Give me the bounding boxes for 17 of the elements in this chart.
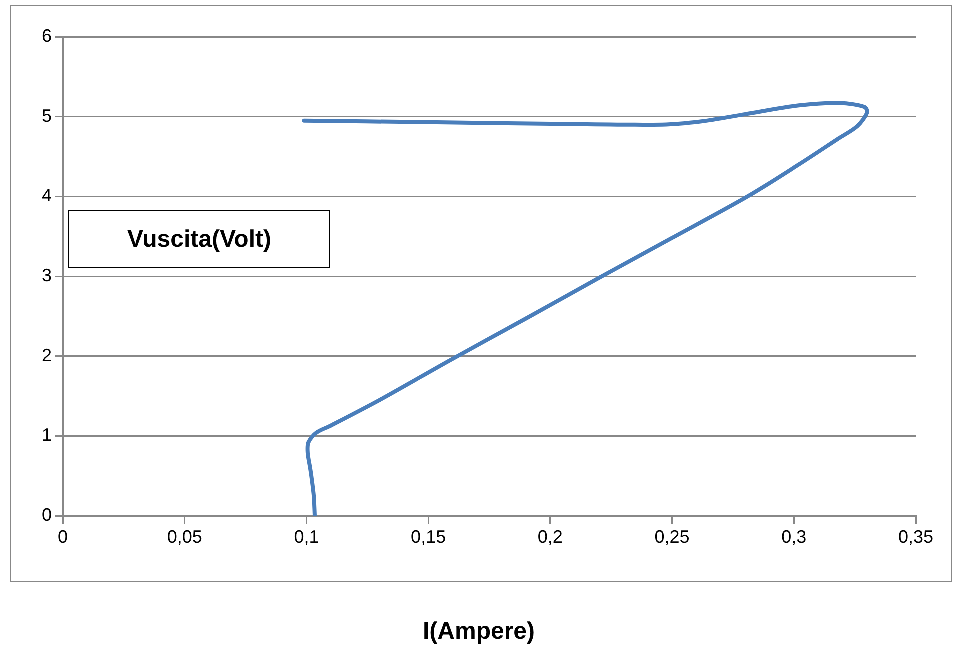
x-tick-label: 0,05 — [167, 526, 202, 547]
x-tick-label: 0 — [58, 526, 68, 547]
y-tick-label: 4 — [42, 186, 52, 206]
line-series — [302, 101, 870, 516]
x-tick-label: 0,25 — [654, 526, 690, 547]
y-tick-label: 3 — [42, 265, 52, 286]
x-axis-title: I(Ampere) — [422, 618, 536, 646]
y-tick-label: 0 — [42, 504, 52, 525]
y-tick-label: 5 — [42, 106, 52, 126]
y-tick-label: 1 — [42, 425, 52, 446]
y-tick-label: 2 — [42, 345, 52, 366]
x-tick-label: 0,1 — [294, 526, 320, 547]
x-tick-label: 0,2 — [538, 526, 563, 547]
x-tick-label: 0,35 — [898, 526, 934, 547]
y-tick-label: 6 — [42, 26, 52, 46]
x-tick-label: 0,15 — [411, 526, 446, 547]
x-tick-label: 0,3 — [782, 526, 807, 547]
